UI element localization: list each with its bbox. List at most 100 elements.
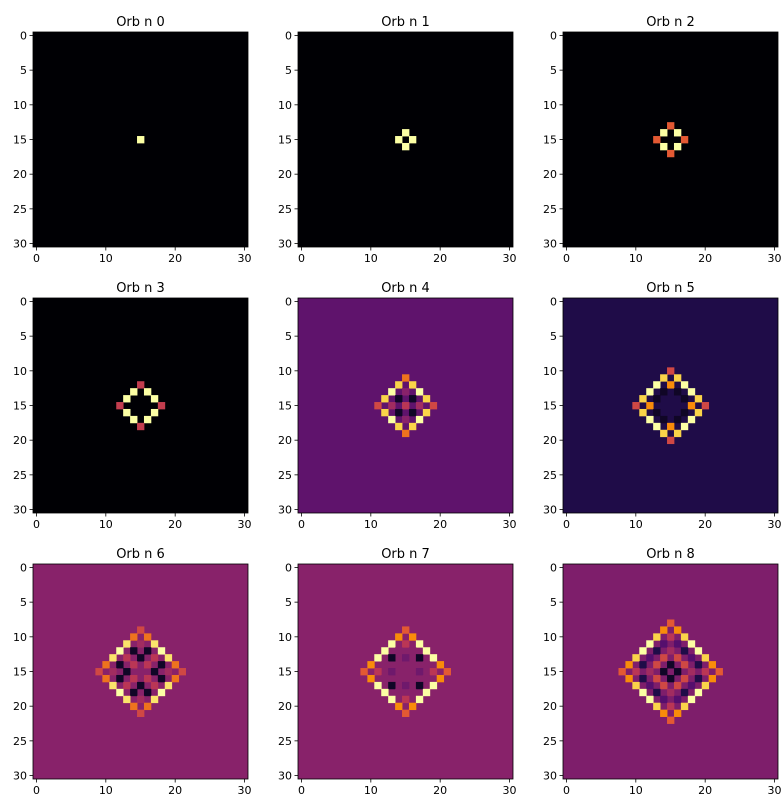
x-tick-label: 20 [433, 784, 447, 794]
heatmap-cell [646, 654, 654, 662]
heatmap-cell [687, 654, 696, 662]
heatmap-cell [632, 681, 640, 690]
heatmap-cell [367, 661, 375, 669]
y-tick-label: 15 [278, 666, 292, 679]
y-tick-label: 5 [285, 64, 292, 77]
heatmap-cell [395, 688, 403, 697]
x-tick-label: 0 [298, 784, 305, 794]
heatmap-cell [137, 381, 145, 389]
y-tick-label: 20 [278, 700, 292, 713]
panel-6: Orb n 6 0 10 20 30 0 5 10 15 20 25 30 [13, 547, 252, 794]
y-tick-label: 30 [278, 238, 292, 251]
heatmap-cell [673, 640, 682, 648]
heatmap-cell [653, 395, 661, 403]
heatmap-cell [130, 388, 138, 396]
heatmap-cell [660, 709, 668, 717]
heatmap-cell [646, 695, 654, 704]
x-tick-label: 0 [33, 252, 40, 265]
heatmap-cell [680, 647, 689, 655]
heatmap-cell [660, 681, 668, 690]
heatmap-cell [660, 654, 668, 662]
x-tick-label: 0 [298, 252, 305, 265]
heatmap-cell [653, 702, 661, 711]
heatmap-cell [157, 647, 166, 655]
heatmap-cell [680, 422, 689, 431]
y-tick-label: 10 [278, 631, 292, 644]
heatmap-cell [660, 695, 668, 704]
y-tick-label: 15 [543, 134, 557, 147]
heatmap-background [33, 564, 248, 779]
y-tick-label: 25 [13, 203, 27, 216]
heatmap-cell [687, 388, 696, 396]
x-tick-label: 20 [168, 252, 182, 265]
heatmap-cell [694, 408, 703, 417]
heatmap-cell [667, 367, 675, 375]
heatmap-cell [395, 408, 403, 417]
panel-title: Orb n 8 [646, 547, 695, 562]
x-tick-label: 30 [503, 518, 517, 531]
heatmap-cell [653, 647, 661, 655]
heatmap-cell [109, 654, 117, 662]
x-tick-label: 10 [99, 252, 113, 265]
x-tick-label: 20 [698, 784, 712, 794]
x-tick-label: 10 [364, 252, 378, 265]
y-tick-label: 5 [20, 64, 27, 77]
y-tick-label: 15 [543, 400, 557, 413]
y-tick-label: 20 [13, 700, 27, 713]
x-tick-label: 10 [99, 518, 113, 531]
x-tick-label: 30 [768, 252, 782, 265]
heatmap-cell [137, 709, 145, 717]
heatmap-cell [123, 654, 131, 662]
heatmap-cell [123, 681, 131, 690]
heatmap-cell [143, 388, 152, 396]
heatmap-cell [130, 674, 138, 683]
heatmap-cell [415, 695, 424, 704]
heatmap-cell [443, 668, 451, 676]
panel-title: Orb n 1 [381, 15, 430, 30]
heatmap-cell [680, 702, 689, 711]
heatmap-cell [653, 688, 661, 697]
y-tick-label: 10 [543, 631, 557, 644]
heatmap-cell [618, 668, 626, 676]
heatmap-cell [422, 688, 431, 697]
heatmap-cell [367, 674, 375, 683]
heatmap-cell [653, 661, 661, 669]
y-tick-label: 15 [13, 400, 27, 413]
heatmap-cell [667, 436, 675, 445]
heatmap-cell [667, 647, 675, 655]
panel-7: Orb n 7 0 10 20 30 0 5 10 15 20 25 30 [278, 547, 517, 794]
heatmap-cell [673, 626, 682, 634]
heatmap-cell [150, 408, 159, 417]
y-tick-label: 25 [543, 469, 557, 482]
heatmap-cell [667, 688, 675, 697]
heatmap-cell [157, 674, 166, 683]
heatmap-cell [660, 142, 668, 151]
heatmap-cell [381, 395, 389, 403]
heatmap-cell [408, 688, 417, 697]
heatmap-cell [408, 381, 417, 389]
x-tick-label: 0 [33, 518, 40, 531]
heatmap-cell [632, 654, 640, 662]
heatmap-cell [680, 674, 689, 683]
x-tick-label: 10 [364, 784, 378, 794]
heatmap-cell [171, 674, 180, 683]
panel-title: Orb n 2 [646, 15, 695, 30]
x-tick-label: 20 [433, 252, 447, 265]
y-tick-label: 20 [543, 700, 557, 713]
heatmap-cell [116, 661, 124, 669]
heatmap-cell [680, 136, 689, 144]
x-tick-label: 20 [168, 518, 182, 531]
y-tick-label: 10 [278, 99, 292, 112]
x-tick-label: 0 [563, 518, 570, 531]
heatmap-cell [109, 668, 117, 676]
heatmap-cell [660, 429, 668, 438]
heatmap-cell [653, 422, 661, 431]
heatmap-cell [402, 415, 410, 424]
heatmap-cell [422, 674, 431, 683]
heatmap-cell [381, 408, 389, 417]
y-tick-label: 15 [278, 400, 292, 413]
panel-4: Orb n 4 0 10 20 30 0 5 10 15 20 25 30 [278, 281, 517, 531]
heatmap-cell [381, 688, 389, 697]
heatmap-cell [408, 422, 417, 431]
heatmap-cell [646, 388, 654, 396]
